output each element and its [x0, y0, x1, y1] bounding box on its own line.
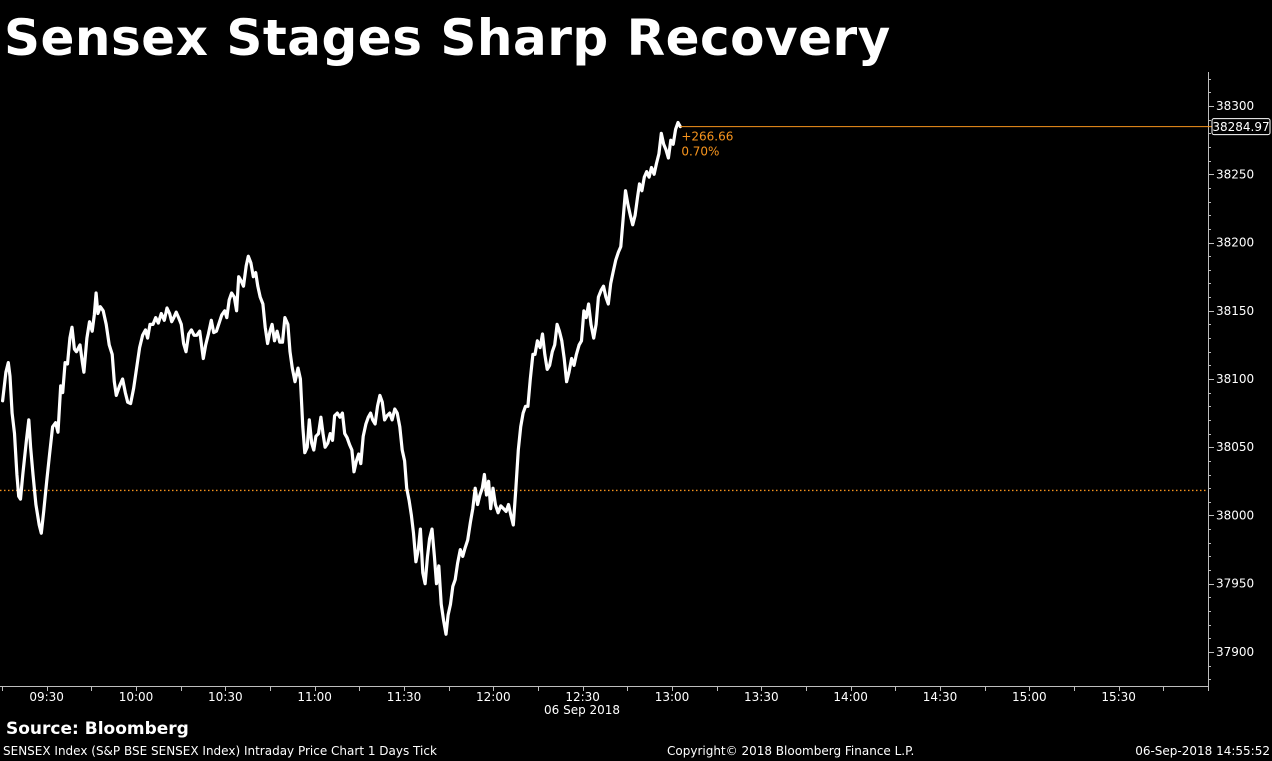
x-tick-label: 10:30: [208, 690, 243, 704]
y-tick-label: 37950: [1216, 577, 1254, 591]
x-tick-label: 10:00: [119, 690, 154, 704]
x-tick-label: 11:00: [297, 690, 332, 704]
x-tick-label: 13:30: [744, 690, 779, 704]
price-line: [0, 120, 682, 636]
y-tick-label: 38150: [1216, 304, 1254, 318]
y-tick-label: 38200: [1216, 236, 1254, 250]
line-layer: [0, 120, 682, 636]
chart-title: Sensex Stages Sharp Recovery: [4, 9, 891, 67]
last-value-label: 38284.97: [1212, 120, 1269, 134]
x-tick-label: 14:00: [833, 690, 868, 704]
y-tick-label: 37900: [1216, 645, 1254, 659]
last-value-box: [1211, 118, 1271, 136]
footer-timestamp: 06-Sep-2018 14:55:52: [1135, 744, 1270, 758]
axes-layer: 37900 37950 38000 38050 38100 38150 38200 38250…: [0, 72, 1254, 704]
y-tick-label: 38100: [1216, 372, 1254, 386]
annotation-layer: 38284.97 +266.660.70%: [680, 118, 1271, 159]
x-tick-label: 12:00: [476, 690, 511, 704]
x-tick-label: 12:30: [565, 690, 600, 704]
x-tick-label: 15:00: [1012, 690, 1047, 704]
footer-index-description: SENSEX Index (S&P BSE SENSEX Index) Intr…: [3, 744, 437, 758]
source-label: Source: Bloomberg: [6, 719, 189, 739]
y-tick-label: 38300: [1216, 99, 1254, 113]
y-tick-label: 38000: [1216, 508, 1254, 522]
y-tick-label: 38250: [1216, 167, 1254, 181]
x-tick-label: 09:30: [29, 690, 64, 704]
footer-copyright: Copyright© 2018 Bloomberg Finance L.P.: [667, 744, 915, 758]
price-chart: 37900 37950 38000 38050 38100 38150 38200 38250…: [0, 72, 1271, 704]
x-tick-label: 15:30: [1101, 690, 1136, 704]
change-percent-label: 0.70%: [681, 145, 719, 159]
y-tick-label: 38050: [1216, 440, 1254, 454]
x-tick-label: 14:30: [923, 690, 958, 704]
x-tick-label: 13:00: [655, 690, 690, 704]
x-tick-label: 11:30: [387, 690, 422, 704]
change-label: +266.66: [681, 130, 733, 144]
x-axis-date-label: 06 Sep 2018: [544, 703, 621, 717]
